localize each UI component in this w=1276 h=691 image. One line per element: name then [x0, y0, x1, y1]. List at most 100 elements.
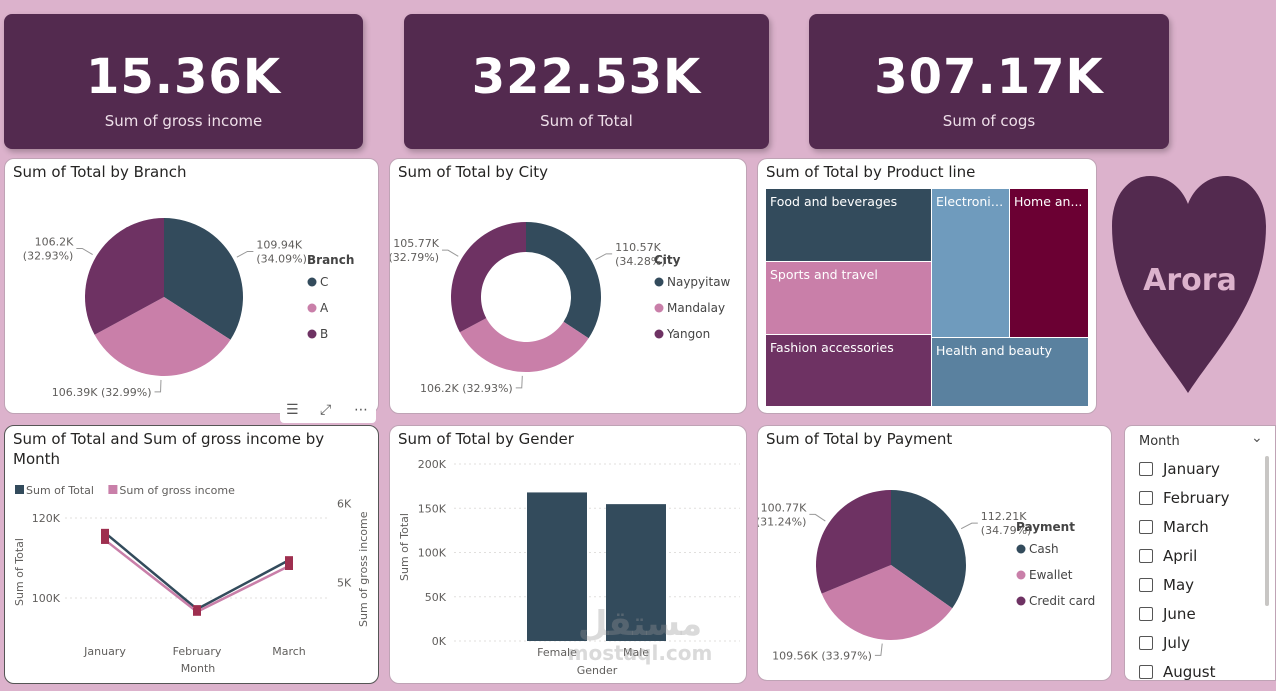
- checkbox[interactable]: [1139, 462, 1153, 476]
- slicer-item-label: June: [1163, 605, 1196, 623]
- chevron-down-icon[interactable]: ⌄: [1251, 430, 1263, 446]
- checkbox[interactable]: [1139, 520, 1153, 534]
- pie-slice-a[interactable]: [94, 297, 231, 376]
- bar-male[interactable]: [606, 504, 666, 641]
- data-point-sum-of-gross-income[interactable]: [285, 562, 293, 570]
- leader-line: [595, 253, 613, 260]
- y-right-axis-title: Sum of gross income: [357, 511, 370, 627]
- branch-pie-card[interactable]: Sum of Total by Branch 109.94K (34.09%) 10…: [4, 158, 379, 414]
- pie-slice-ewallet[interactable]: [821, 565, 953, 640]
- pie-slice-b[interactable]: [84, 218, 164, 335]
- slicer-item-june[interactable]: June: [1139, 602, 1196, 626]
- pie-slice-c[interactable]: [164, 218, 244, 340]
- checkbox[interactable]: [1139, 665, 1153, 679]
- pie-slice-credit-card[interactable]: [816, 490, 891, 594]
- leader-line: [515, 375, 523, 389]
- kpi-total[interactable]: 322.53K Sum of Total: [404, 14, 769, 149]
- legend-item-ewallet[interactable]: Ewallet: [1029, 568, 1073, 582]
- legend-item-sum-of-gross-income[interactable]: Sum of gross income: [119, 484, 235, 497]
- data-point-sum-of-gross-income[interactable]: [101, 535, 109, 544]
- month-line-chart[interactable]: Sum of Total Sum of gross income 120K 100K 6…: [5, 426, 379, 684]
- data-label-percent: (31.24%): [757, 515, 806, 528]
- legend-item-sum-of-total[interactable]: Sum of Total: [26, 484, 94, 497]
- filter-icon[interactable]: ☰: [286, 402, 299, 418]
- legend-item-naypyitaw[interactable]: Naypyitaw: [667, 275, 731, 289]
- treemap-cell-fashion-accessories[interactable]: Fashion accessories: [766, 335, 932, 407]
- data-point-sum-of-total[interactable]: [101, 528, 109, 537]
- checkbox[interactable]: [1139, 491, 1153, 505]
- legend-item-yangon[interactable]: Yangon: [666, 327, 710, 341]
- chart-title: Sum of Total by Product line: [766, 163, 976, 181]
- branch-pie-chart[interactable]: 109.94K(34.09%) 106.39K (32.99%) 106.2K(32…: [5, 159, 379, 414]
- more-options-icon[interactable]: ⋯: [354, 402, 368, 418]
- y-tick: 100K: [418, 547, 447, 560]
- month-slicer[interactable]: Month ⌄ January February March April May June…: [1124, 425, 1276, 681]
- data-label-value: 106.2K: [35, 235, 74, 248]
- slicer-item-label: January: [1163, 460, 1220, 478]
- treemap-cell-electronic-accessories[interactable]: Electronic...: [932, 189, 1010, 338]
- treemap-cell-health-and-beauty[interactable]: Health and beauty: [932, 338, 1089, 407]
- x-tick-female: Female: [537, 646, 577, 659]
- legend-item-credit-card[interactable]: Credit card: [1029, 594, 1095, 608]
- slicer-item-july[interactable]: July: [1139, 631, 1190, 655]
- pie-slice-cash[interactable]: [891, 490, 966, 609]
- checkbox[interactable]: [1139, 578, 1153, 592]
- slicer-item-may[interactable]: May: [1139, 573, 1194, 597]
- leader-line: [76, 247, 93, 256]
- legend-item-b[interactable]: B: [320, 327, 328, 341]
- payment-pie-card[interactable]: Sum of Total by Payment 112.21K (34.79%) 1…: [757, 425, 1112, 681]
- leader-line: [809, 513, 826, 522]
- slicer-scrollbar[interactable]: [1265, 456, 1269, 606]
- legend-item-mandalay[interactable]: Mandalay: [667, 301, 725, 315]
- checkbox[interactable]: [1139, 607, 1153, 621]
- visual-header-toolbar: ☰ ⤢ ⋯: [280, 401, 376, 423]
- chart-title: Sum of Total by City: [398, 163, 548, 181]
- data-label: 106.39K (32.99%): [52, 386, 152, 399]
- product-treemap-card[interactable]: Sum of Total by Product line Food and be…: [757, 158, 1097, 414]
- slicer-item-label: February: [1163, 489, 1230, 507]
- kpi-value: 307.17K: [874, 49, 1104, 105]
- slicer-item-label: May: [1163, 576, 1195, 594]
- y-left-axis-title: Sum of Total: [13, 538, 26, 606]
- kpi-gross-income[interactable]: 15.36K Sum of gross income: [4, 14, 363, 149]
- gender-bar-chart[interactable]: 200K 150K 100K 50K 0K Sum of Total GenderFemal…: [390, 426, 747, 684]
- slicer-item-january[interactable]: January: [1139, 457, 1220, 481]
- leader-line: [441, 249, 459, 257]
- slicer-item-august[interactable]: August: [1139, 660, 1216, 681]
- legend-marker: [108, 485, 118, 494]
- pie-slice-naypyitaw[interactable]: [526, 222, 601, 339]
- treemap-cell-sports-and-travel[interactable]: Sports and travel: [766, 262, 932, 335]
- treemap-cell-home-and-lifestyle[interactable]: Home an...: [1010, 189, 1089, 338]
- kpi-cogs[interactable]: 307.17K Sum of cogs: [809, 14, 1169, 149]
- checkbox[interactable]: [1139, 549, 1153, 563]
- focus-mode-icon[interactable]: ⤢: [320, 402, 332, 418]
- pie-slice-mandalay[interactable]: [459, 318, 589, 372]
- slicer-item-march[interactable]: March: [1139, 515, 1209, 539]
- chart-title: Sum of Total by Gender: [398, 430, 574, 448]
- data-label-value: 112.21K: [981, 510, 1027, 523]
- city-donut-chart[interactable]: 110.57K(34.28%) 106.2K (32.93%) 105.77K(32…: [390, 159, 747, 414]
- gender-bar-card[interactable]: Sum of Total by Gender 200K 150K 100K 50K 0K…: [389, 425, 747, 684]
- pie-slice-yangon[interactable]: [451, 222, 526, 333]
- x-axis-title: Month: [181, 662, 216, 675]
- treemap-cell-food-and-beverages[interactable]: Food and beverages: [766, 189, 932, 262]
- city-donut-card[interactable]: Sum of Total by City 110.57K (34.28%) 106.…: [389, 158, 747, 414]
- slicer-item-april[interactable]: April: [1139, 544, 1197, 568]
- y-tick: 200K: [418, 458, 447, 471]
- checkbox[interactable]: [1139, 636, 1153, 650]
- data-point-sum-of-total[interactable]: [285, 556, 293, 565]
- legend-item-a[interactable]: A: [320, 301, 329, 315]
- legend-item-cash[interactable]: Cash: [1029, 542, 1059, 556]
- payment-pie-chart[interactable]: 112.21K(34.79%) 109.56K (33.97%) 100.77K(3…: [758, 426, 1112, 681]
- legend-item-c[interactable]: C: [320, 275, 328, 289]
- data-label-percent: (32.93%): [23, 249, 74, 262]
- y-left-tick: 120K: [32, 512, 61, 525]
- month-line-card[interactable]: Sum of Total and Sum of gross income by …: [4, 425, 379, 684]
- legend-marker: [307, 303, 317, 313]
- slicer-item-label: August: [1163, 663, 1216, 681]
- data-point-sum-of-gross-income[interactable]: [193, 607, 201, 616]
- legend-marker: [1016, 570, 1026, 580]
- bar-female[interactable]: [527, 492, 587, 641]
- slicer-item-february[interactable]: February: [1139, 486, 1229, 510]
- legend-marker: [1016, 544, 1026, 554]
